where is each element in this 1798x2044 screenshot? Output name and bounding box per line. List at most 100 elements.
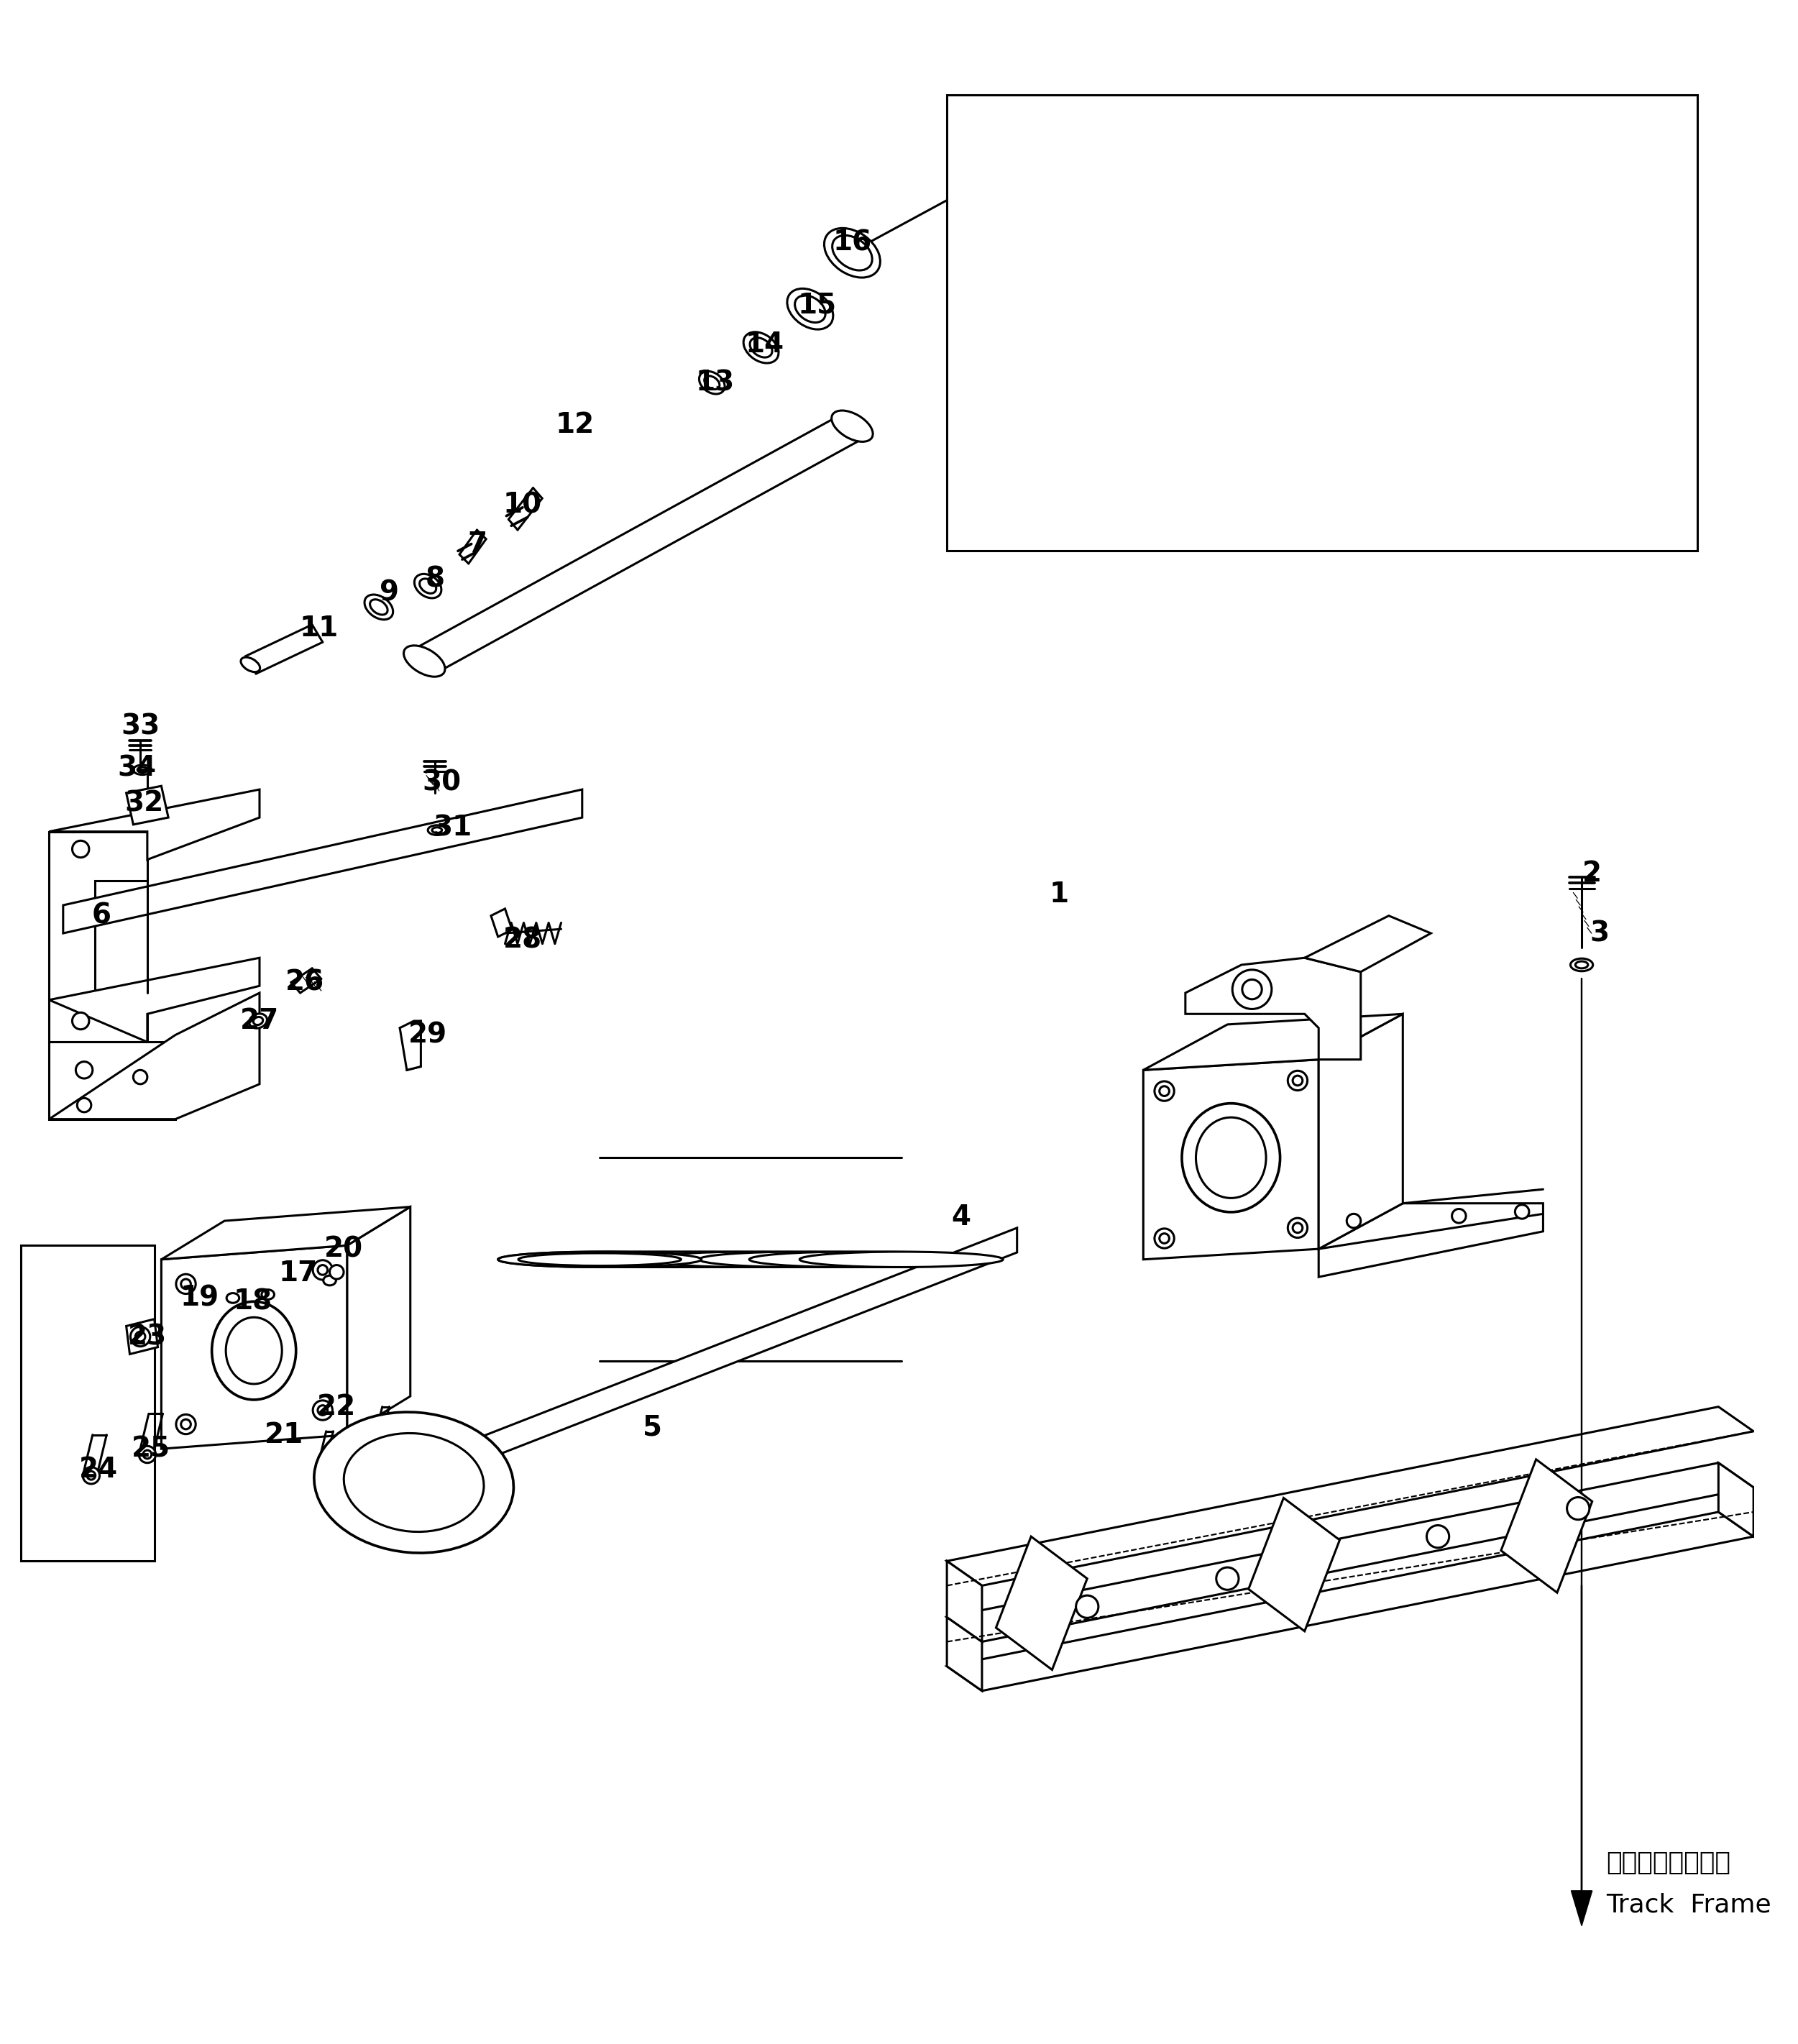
Polygon shape: [22, 1245, 155, 1562]
Text: トラックフレーム: トラックフレーム: [1606, 1850, 1731, 1874]
Circle shape: [1154, 1228, 1174, 1249]
Ellipse shape: [1575, 961, 1588, 969]
Ellipse shape: [750, 1251, 953, 1267]
Text: 34: 34: [117, 754, 156, 783]
Text: 10: 10: [503, 493, 541, 519]
Circle shape: [76, 1061, 92, 1079]
Ellipse shape: [699, 1251, 903, 1267]
Text: 9: 9: [379, 578, 399, 607]
Ellipse shape: [1181, 1104, 1280, 1212]
Polygon shape: [1318, 1204, 1543, 1278]
Circle shape: [1453, 1208, 1465, 1222]
Circle shape: [1154, 1081, 1174, 1102]
Polygon shape: [396, 1228, 1018, 1494]
Ellipse shape: [343, 1433, 484, 1531]
Circle shape: [77, 1098, 92, 1112]
Circle shape: [182, 1419, 191, 1429]
Text: 25: 25: [131, 1435, 171, 1464]
Text: 3: 3: [1589, 920, 1609, 946]
Circle shape: [86, 1472, 95, 1480]
Circle shape: [313, 1400, 333, 1421]
Text: 27: 27: [239, 1008, 279, 1034]
Polygon shape: [1144, 1059, 1318, 1259]
Circle shape: [313, 1261, 333, 1280]
Circle shape: [1160, 1233, 1169, 1243]
Text: 22: 22: [316, 1394, 356, 1421]
Polygon shape: [948, 1406, 1753, 1586]
Polygon shape: [948, 94, 1697, 552]
Polygon shape: [1318, 1014, 1402, 1249]
Ellipse shape: [227, 1316, 282, 1384]
Text: 24: 24: [79, 1455, 117, 1484]
Text: 11: 11: [300, 615, 338, 642]
Text: 20: 20: [324, 1235, 363, 1263]
Circle shape: [1242, 979, 1262, 1000]
Circle shape: [1347, 1214, 1361, 1228]
Ellipse shape: [823, 229, 881, 278]
Ellipse shape: [212, 1302, 297, 1400]
Ellipse shape: [725, 1251, 928, 1267]
Circle shape: [72, 1012, 90, 1030]
Circle shape: [1293, 1222, 1302, 1233]
Polygon shape: [1185, 959, 1361, 1059]
Circle shape: [1566, 1498, 1589, 1519]
Circle shape: [144, 1451, 151, 1459]
Polygon shape: [1305, 916, 1431, 971]
Circle shape: [182, 1280, 191, 1290]
Circle shape: [1287, 1071, 1307, 1089]
Ellipse shape: [800, 1251, 1003, 1267]
Text: 33: 33: [120, 713, 160, 740]
Ellipse shape: [699, 372, 725, 394]
Ellipse shape: [674, 1251, 877, 1267]
Polygon shape: [162, 1245, 347, 1449]
Ellipse shape: [324, 1275, 336, 1286]
Circle shape: [1215, 1568, 1239, 1590]
Ellipse shape: [250, 1014, 268, 1028]
Polygon shape: [49, 993, 259, 1120]
Circle shape: [138, 1445, 156, 1464]
Polygon shape: [162, 1206, 410, 1259]
Text: 31: 31: [433, 814, 471, 842]
Text: 19: 19: [180, 1284, 219, 1312]
Text: 15: 15: [798, 292, 836, 319]
Ellipse shape: [263, 1290, 275, 1300]
Text: 1: 1: [1050, 881, 1068, 908]
Text: Track  Frame: Track Frame: [1606, 1893, 1771, 1917]
Text: 23: 23: [128, 1322, 167, 1351]
Polygon shape: [49, 1042, 176, 1120]
Text: 17: 17: [279, 1259, 318, 1288]
Text: 30: 30: [423, 769, 462, 795]
Circle shape: [329, 1265, 343, 1280]
Ellipse shape: [831, 411, 872, 442]
Ellipse shape: [370, 599, 388, 615]
Polygon shape: [49, 789, 259, 861]
Polygon shape: [1719, 1464, 1753, 1537]
Text: 16: 16: [832, 229, 872, 256]
Ellipse shape: [518, 1253, 681, 1265]
Text: 4: 4: [951, 1204, 971, 1230]
Ellipse shape: [428, 826, 446, 836]
Circle shape: [1160, 1085, 1169, 1096]
Ellipse shape: [523, 1251, 726, 1267]
Ellipse shape: [750, 337, 771, 358]
Ellipse shape: [414, 574, 441, 599]
Ellipse shape: [624, 1251, 827, 1267]
Circle shape: [1293, 1075, 1302, 1085]
Ellipse shape: [775, 1251, 978, 1267]
Ellipse shape: [498, 1251, 701, 1267]
Text: 18: 18: [234, 1288, 271, 1314]
Ellipse shape: [795, 296, 825, 323]
Polygon shape: [948, 1562, 982, 1641]
Ellipse shape: [744, 331, 779, 364]
Ellipse shape: [788, 288, 832, 329]
Text: 12: 12: [556, 411, 595, 437]
Ellipse shape: [315, 1412, 514, 1553]
Ellipse shape: [1570, 959, 1593, 971]
Text: 14: 14: [744, 331, 784, 358]
Circle shape: [1516, 1204, 1528, 1218]
Ellipse shape: [548, 1251, 752, 1267]
Ellipse shape: [705, 376, 719, 388]
Ellipse shape: [649, 1251, 852, 1267]
Circle shape: [83, 1468, 99, 1484]
Text: 29: 29: [408, 1022, 448, 1049]
